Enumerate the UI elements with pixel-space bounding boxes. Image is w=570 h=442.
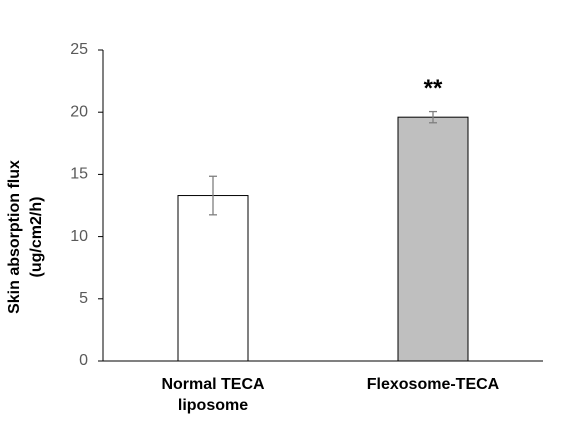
- y-axis-label: Skin absorption flux (ug/cm2/h): [6, 160, 45, 314]
- y-tick-label: 20: [70, 103, 88, 120]
- x-tick-label: Flexosome-TECA: [367, 376, 500, 393]
- error-bar: [429, 110, 437, 124]
- error-bar: [209, 175, 217, 216]
- x-tick-label: Normal TECA liposome: [161, 376, 265, 414]
- annotation: **: [424, 75, 443, 102]
- y-tick-label: 0: [79, 352, 88, 369]
- bar: [177, 195, 249, 362]
- y-tick-label: 15: [70, 166, 88, 183]
- y-tick-label: 10: [70, 228, 88, 245]
- y-tick-label: 5: [79, 290, 88, 307]
- y-tick-label: 25: [70, 41, 88, 58]
- bar: [397, 116, 469, 362]
